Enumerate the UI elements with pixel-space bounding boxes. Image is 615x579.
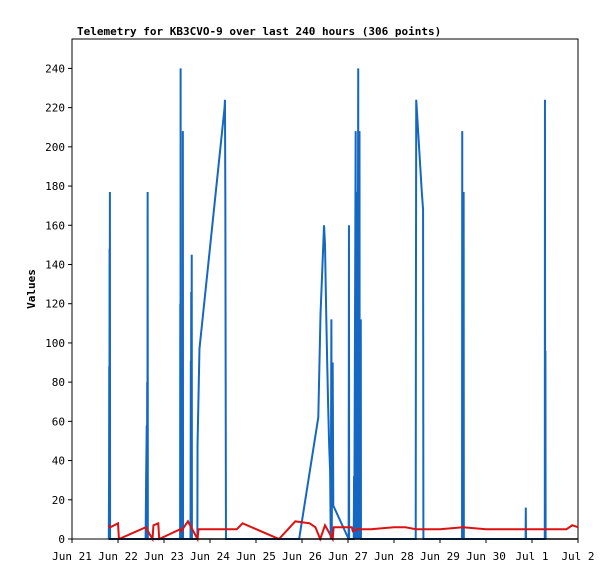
- x-tick-label: Jun 24: [190, 550, 230, 563]
- y-tick-label: 80: [52, 376, 65, 389]
- y-tick-label: 120: [45, 298, 65, 311]
- x-tick-label: Jun 22: [98, 550, 138, 563]
- x-tick-label: Jun 28: [374, 550, 414, 563]
- x-tick-label: Jun 27: [328, 550, 368, 563]
- y-tick-label: 180: [45, 180, 65, 193]
- y-tick-label: 100: [45, 337, 65, 350]
- y-tick-label: 60: [52, 415, 65, 428]
- series-layer: [107, 68, 579, 543]
- y-tick-label: 20: [52, 494, 65, 507]
- chart-title: Telemetry for KB3CVO-9 over last 240 hou…: [77, 25, 441, 38]
- y-tick-label: 240: [45, 62, 65, 75]
- x-axis: Jun 21 Jun 22 Jun 23 Jun 24 Jun 25 Jun 26 Jun …: [52, 539, 595, 563]
- x-tick-label: Jun 29: [420, 550, 460, 563]
- x-tick-label: Jun 23: [144, 550, 184, 563]
- x-tick-label: Jun 25: [236, 550, 276, 563]
- x-tick-label: Jul 2: [561, 550, 594, 563]
- x-tick-label: Jun 26: [282, 550, 322, 563]
- y-tick-label: 40: [52, 455, 65, 468]
- y-axis-label: Values: [25, 269, 38, 309]
- y-tick-label: 220: [45, 102, 65, 115]
- x-tick-label: Jun 30: [466, 550, 506, 563]
- y-tick-label: 200: [45, 141, 65, 154]
- y-tick-label: 0: [58, 533, 65, 546]
- y-tick-label: 140: [45, 258, 65, 271]
- y-axis: 0 20 40 60 80 100 120 140 160 180 200 220 240: [45, 62, 72, 546]
- y-tick-label: 160: [45, 219, 65, 232]
- x-tick-label: Jul 1: [515, 550, 548, 563]
- x-tick-label: Jun 21: [52, 550, 92, 563]
- series-line-2: [107, 519, 579, 543]
